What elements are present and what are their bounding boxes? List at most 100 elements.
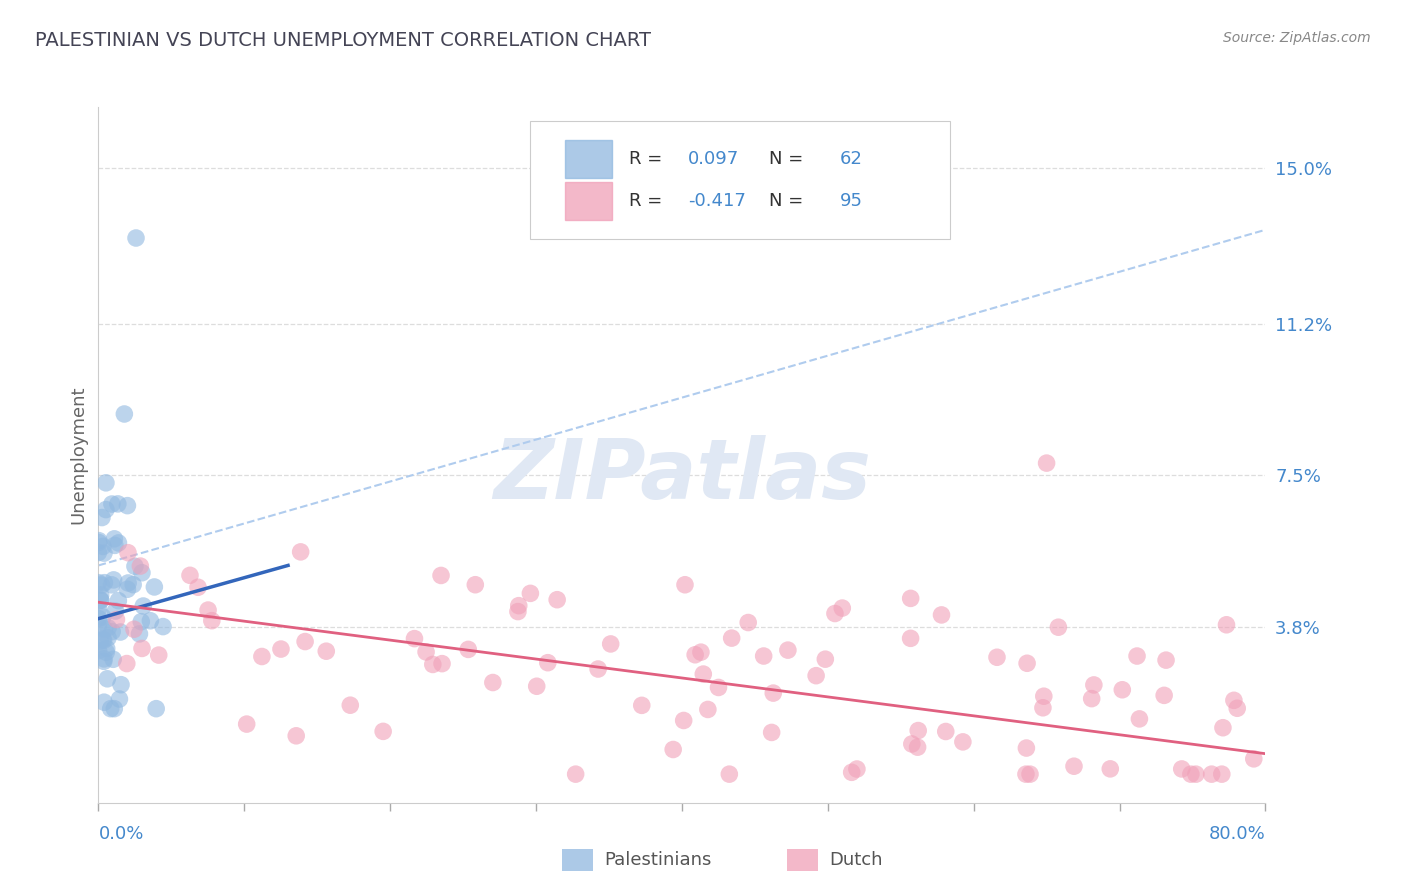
- Point: [91, 632, 114, 647]
- Point: [761, 725, 783, 739]
- Point: [270, 642, 292, 657]
- Point: [125, 231, 148, 245]
- Point: [430, 657, 453, 671]
- Point: [117, 582, 139, 597]
- Point: [482, 675, 505, 690]
- Point: [519, 586, 541, 600]
- Point: [90, 588, 112, 602]
- Point: [1128, 712, 1150, 726]
- Bar: [565, 140, 612, 178]
- Point: [294, 634, 316, 648]
- Text: R =: R =: [630, 192, 668, 210]
- Y-axis label: Unemployment: Unemployment: [69, 385, 87, 524]
- Point: [122, 577, 145, 591]
- Point: [94, 475, 117, 490]
- Point: [89, 634, 111, 648]
- Point: [526, 679, 548, 693]
- Point: [1017, 657, 1039, 671]
- Point: [124, 559, 146, 574]
- Point: [1083, 678, 1105, 692]
- Point: [1226, 701, 1249, 715]
- Point: [87, 601, 110, 615]
- Point: [91, 540, 114, 554]
- Point: [93, 652, 115, 666]
- Point: [1080, 691, 1102, 706]
- Point: [901, 737, 924, 751]
- Point: [96, 672, 118, 686]
- Text: Palestinians: Palestinians: [605, 851, 711, 869]
- Point: [1153, 689, 1175, 703]
- Point: [1019, 767, 1042, 781]
- Point: [831, 601, 853, 615]
- Point: [129, 559, 152, 574]
- Point: [373, 724, 395, 739]
- Point: [986, 650, 1008, 665]
- Point: [197, 603, 219, 617]
- Point: [1223, 693, 1246, 707]
- Point: [1063, 759, 1085, 773]
- Point: [103, 573, 125, 587]
- Point: [87, 533, 110, 548]
- Point: [762, 686, 785, 700]
- Point: [103, 701, 125, 715]
- Point: [129, 615, 152, 629]
- Point: [430, 568, 453, 582]
- Point: [662, 742, 685, 756]
- Point: [97, 631, 120, 645]
- Point: [1015, 767, 1038, 781]
- Point: [804, 668, 827, 682]
- Point: [900, 632, 922, 646]
- Point: [110, 625, 132, 640]
- Point: [152, 619, 174, 633]
- Point: [1185, 767, 1208, 781]
- Point: [112, 407, 135, 421]
- Text: R =: R =: [630, 150, 668, 169]
- Text: 95: 95: [839, 192, 862, 210]
- Point: [546, 592, 568, 607]
- Point: [1015, 741, 1038, 756]
- Point: [235, 717, 257, 731]
- Point: [87, 643, 110, 657]
- Text: 62: 62: [839, 150, 862, 169]
- Point: [1035, 456, 1057, 470]
- Point: [315, 644, 337, 658]
- Point: [586, 662, 609, 676]
- Point: [97, 621, 120, 635]
- Point: [101, 497, 124, 511]
- Point: [107, 536, 129, 550]
- Point: [91, 510, 114, 524]
- Point: [94, 502, 117, 516]
- Point: [907, 723, 929, 738]
- Point: [93, 575, 115, 590]
- Point: [179, 568, 201, 582]
- Point: [187, 580, 209, 594]
- Point: [96, 645, 118, 659]
- Point: [87, 611, 110, 625]
- Point: [104, 604, 127, 618]
- Point: [718, 767, 741, 781]
- FancyBboxPatch shape: [530, 121, 950, 239]
- Point: [630, 698, 652, 713]
- Point: [720, 631, 742, 645]
- Point: [122, 622, 145, 636]
- Point: [117, 576, 139, 591]
- Point: [139, 614, 162, 628]
- Point: [93, 695, 115, 709]
- Point: [101, 624, 124, 639]
- Point: [148, 648, 170, 662]
- Point: [1032, 690, 1054, 704]
- Point: [707, 681, 730, 695]
- Point: [201, 614, 224, 628]
- Point: [143, 580, 166, 594]
- Point: [108, 692, 131, 706]
- Text: 0.097: 0.097: [688, 150, 740, 169]
- Point: [1032, 700, 1054, 714]
- Point: [107, 497, 129, 511]
- Point: [107, 593, 129, 607]
- Point: [464, 578, 486, 592]
- Point: [1180, 767, 1202, 781]
- Point: [87, 535, 110, 549]
- Point: [422, 657, 444, 672]
- Point: [290, 545, 312, 559]
- Point: [104, 538, 127, 552]
